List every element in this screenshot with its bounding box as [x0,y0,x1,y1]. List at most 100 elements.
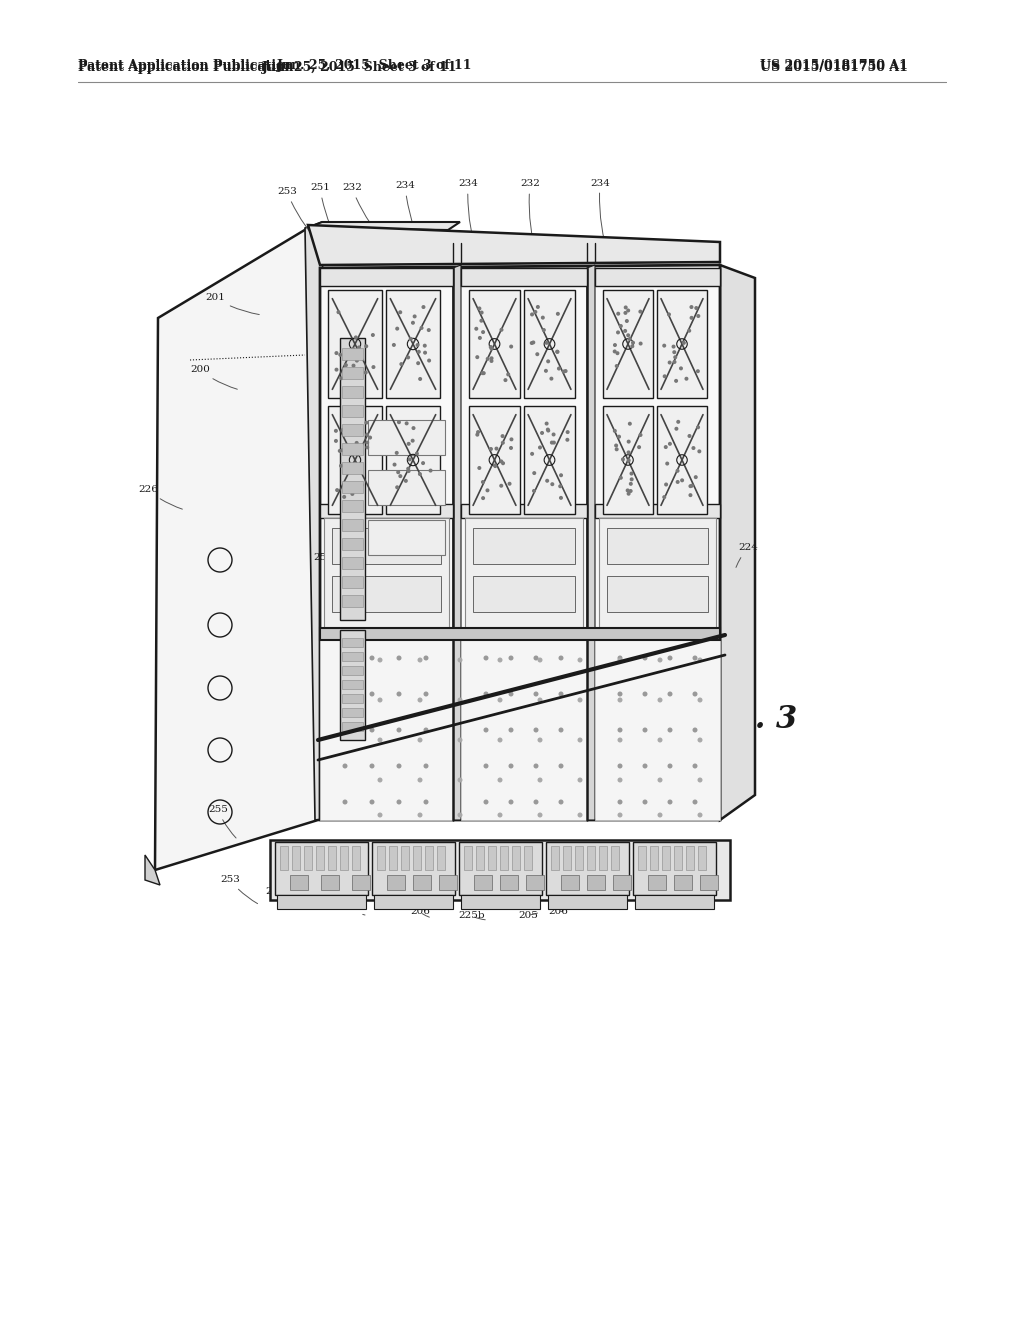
Text: 232: 232 [520,180,540,257]
Polygon shape [342,444,362,455]
Circle shape [550,441,554,445]
Circle shape [498,738,503,742]
Circle shape [617,777,623,783]
Text: 205: 205 [601,656,628,677]
Polygon shape [413,846,421,870]
Polygon shape [657,407,707,513]
Circle shape [488,345,493,348]
Circle shape [509,446,513,450]
Polygon shape [368,470,445,506]
Circle shape [633,550,637,554]
Circle shape [629,488,633,492]
Polygon shape [377,846,385,870]
Circle shape [615,586,618,590]
Polygon shape [476,846,484,870]
Polygon shape [413,875,431,890]
Polygon shape [319,268,453,286]
Circle shape [413,314,417,318]
Circle shape [430,586,434,590]
Circle shape [501,461,505,465]
Circle shape [427,359,431,363]
Circle shape [338,352,342,356]
Circle shape [534,656,539,660]
Circle shape [544,368,548,372]
Circle shape [428,469,432,473]
Circle shape [669,550,673,554]
Circle shape [342,763,347,768]
Circle shape [358,550,362,554]
Circle shape [668,656,673,660]
Circle shape [667,313,671,317]
Circle shape [542,329,546,333]
Circle shape [483,763,488,768]
Polygon shape [461,895,540,909]
Circle shape [696,370,699,374]
Circle shape [651,598,655,602]
Circle shape [458,657,463,663]
Circle shape [342,656,347,660]
Circle shape [617,692,623,697]
Circle shape [509,692,513,697]
Circle shape [696,425,700,429]
Circle shape [688,494,692,498]
Circle shape [418,738,423,742]
Circle shape [617,657,623,663]
Circle shape [552,441,556,445]
Circle shape [612,429,616,433]
Circle shape [340,586,344,590]
Circle shape [480,371,484,375]
Circle shape [342,692,347,697]
Circle shape [420,326,424,330]
Circle shape [396,470,400,474]
Polygon shape [372,842,455,895]
Circle shape [476,430,480,434]
Circle shape [692,692,697,697]
Circle shape [366,445,370,449]
Circle shape [350,354,354,358]
Circle shape [668,800,673,804]
Circle shape [499,598,503,602]
Circle shape [534,727,539,733]
Circle shape [366,441,370,445]
Polygon shape [342,576,362,587]
Circle shape [498,697,503,702]
Circle shape [684,376,688,380]
Circle shape [558,692,563,697]
Circle shape [341,428,345,432]
Circle shape [705,598,709,602]
Polygon shape [308,224,720,265]
Circle shape [555,350,559,354]
Circle shape [358,598,362,602]
Polygon shape [633,842,716,895]
Circle shape [642,656,647,660]
Polygon shape [386,407,440,513]
Polygon shape [587,875,605,890]
Circle shape [617,800,623,804]
Circle shape [335,351,339,355]
Polygon shape [342,405,362,417]
Text: 251: 251 [332,492,352,544]
Circle shape [458,738,463,742]
Circle shape [534,800,539,804]
Circle shape [357,346,361,350]
Circle shape [396,692,401,697]
Circle shape [517,550,521,554]
Circle shape [394,586,398,590]
Circle shape [489,447,493,451]
Polygon shape [342,367,362,379]
Circle shape [697,449,701,453]
Circle shape [613,343,616,347]
Circle shape [423,343,427,347]
Text: 253: 253 [313,512,335,562]
Text: FIG. 3: FIG. 3 [695,705,799,735]
Circle shape [538,697,543,702]
Circle shape [550,482,554,486]
Polygon shape [352,846,360,870]
Circle shape [422,305,425,309]
Polygon shape [650,846,658,870]
Circle shape [370,763,375,768]
Circle shape [552,433,556,437]
Polygon shape [270,840,730,900]
Circle shape [669,598,673,602]
Circle shape [631,345,634,348]
